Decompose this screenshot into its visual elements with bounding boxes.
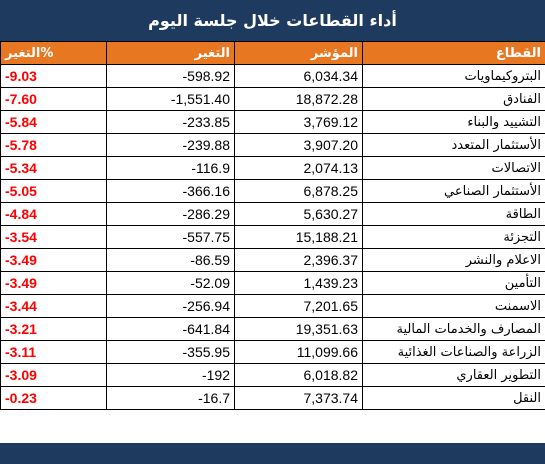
header-row: التغير% التغير المؤشر القطاع <box>0 41 545 65</box>
index-cell: 1,439.23 <box>234 271 363 295</box>
change-cell: -366.16 <box>106 179 235 203</box>
change-cell: -557.75 <box>106 225 235 249</box>
index-cell: 2,396.37 <box>234 248 363 272</box>
change-pct-cell: -5.84 <box>0 110 107 134</box>
change-cell: -233.85 <box>106 110 235 134</box>
sector-cell: الزراعة والصناعات الغذائية <box>362 340 545 364</box>
index-cell: 2,074.13 <box>234 156 363 180</box>
change-pct-cell: -7.60 <box>0 87 107 111</box>
table-title: أداء القطاعات خلال جلسة اليوم <box>0 0 545 41</box>
index-cell: 19,351.63 <box>234 317 363 341</box>
sector-cell: البتروكيماويات <box>362 64 545 88</box>
change-pct-cell: -5.78 <box>0 133 107 157</box>
sector-cell: الاسمنت <box>362 294 545 318</box>
table-row: -5.34 -116.9 2,074.13 الاتصالات <box>0 156 545 180</box>
change-cell: -116.9 <box>106 156 235 180</box>
table-row: -5.78 -239.88 3,907.20 الأستثمار المتعدد <box>0 133 545 157</box>
change-pct-cell: -3.21 <box>0 317 107 341</box>
table-row: -3.09 -192 6,018.82 التطوير العقاري <box>0 363 545 387</box>
change-pct-cell: -3.44 <box>0 294 107 318</box>
sector-table: التغير% التغير المؤشر القطاع -9.03 -598.… <box>0 41 545 410</box>
change-cell: -52.09 <box>106 271 235 295</box>
change-cell: -1,551.40 <box>106 87 235 111</box>
table-row: -3.49 -86.59 2,396.37 الاعلام والنشر <box>0 248 545 272</box>
change-pct-cell: -5.05 <box>0 179 107 203</box>
change-pct-cell: -9.03 <box>0 64 107 88</box>
change-pct-cell: -4.84 <box>0 202 107 226</box>
sector-cell: الأستثمار المتعدد <box>362 133 545 157</box>
header-sector[interactable]: القطاع <box>362 41 545 65</box>
index-cell: 7,201.65 <box>234 294 363 318</box>
change-cell: -239.88 <box>106 133 235 157</box>
change-pct-cell: -3.11 <box>0 340 107 364</box>
table-row: -9.03 -598.92 6,034.34 البتروكيماويات <box>0 64 545 88</box>
header-change[interactable]: التغير <box>106 41 235 65</box>
index-cell: 3,907.20 <box>234 133 363 157</box>
change-pct-cell: -3.49 <box>0 248 107 272</box>
table-row: -3.49 -52.09 1,439.23 التأمين <box>0 271 545 295</box>
sector-cell: التشييد والبناء <box>362 110 545 134</box>
change-cell: -286.29 <box>106 202 235 226</box>
index-cell: 6,034.34 <box>234 64 363 88</box>
index-cell: 5,630.27 <box>234 202 363 226</box>
sector-cell: التطوير العقاري <box>362 363 545 387</box>
change-cell: -256.94 <box>106 294 235 318</box>
header-change-pct[interactable]: التغير% <box>0 41 107 65</box>
sector-cell: الأستثمار الصناعي <box>362 179 545 203</box>
index-cell: 3,769.12 <box>234 110 363 134</box>
change-pct-cell: -3.09 <box>0 363 107 387</box>
table-row: -4.84 -286.29 5,630.27 الطاقة <box>0 202 545 226</box>
table-row: -3.44 -256.94 7,201.65 الاسمنت <box>0 294 545 318</box>
change-pct-cell: -3.54 <box>0 225 107 249</box>
sector-cell: التجزئة <box>362 225 545 249</box>
table-row: -5.05 -366.16 6,878.25 الأستثمار الصناعي <box>0 179 545 203</box>
sector-cell: الطاقة <box>362 202 545 226</box>
table-row: -5.84 -233.85 3,769.12 التشييد والبناء <box>0 110 545 134</box>
header-index[interactable]: المؤشر <box>234 41 363 65</box>
index-cell: 6,018.82 <box>234 363 363 387</box>
table-row: -3.11 -355.95 11,099.66 الزراعة والصناعا… <box>0 340 545 364</box>
footer-bar <box>0 443 545 464</box>
change-pct-cell: -0.23 <box>0 386 107 410</box>
index-cell: 11,099.66 <box>234 340 363 364</box>
sector-cell: النقل <box>362 386 545 410</box>
sector-cell: الاعلام والنشر <box>362 248 545 272</box>
change-cell: -598.92 <box>106 64 235 88</box>
change-cell: -86.59 <box>106 248 235 272</box>
index-cell: 18,872.28 <box>234 87 363 111</box>
sector-cell: الفنادق <box>362 87 545 111</box>
change-pct-cell: -3.49 <box>0 271 107 295</box>
sector-cell: المصارف والخدمات المالية <box>362 317 545 341</box>
index-cell: 6,878.25 <box>234 179 363 203</box>
table-row: -0.23 -16.7 7,373.74 النقل <box>0 386 545 410</box>
change-pct-cell: -5.34 <box>0 156 107 180</box>
index-cell: 15,188.21 <box>234 225 363 249</box>
change-cell: -16.7 <box>106 386 235 410</box>
change-cell: -192 <box>106 363 235 387</box>
index-cell: 7,373.74 <box>234 386 363 410</box>
table-row: -7.60 -1,551.40 18,872.28 الفنادق <box>0 87 545 111</box>
change-cell: -641.84 <box>106 317 235 341</box>
table-row: -3.54 -557.75 15,188.21 التجزئة <box>0 225 545 249</box>
table-row: -3.21 -641.84 19,351.63 المصارف والخدمات… <box>0 317 545 341</box>
sector-cell: التأمين <box>362 271 545 295</box>
change-cell: -355.95 <box>106 340 235 364</box>
sector-cell: الاتصالات <box>362 156 545 180</box>
